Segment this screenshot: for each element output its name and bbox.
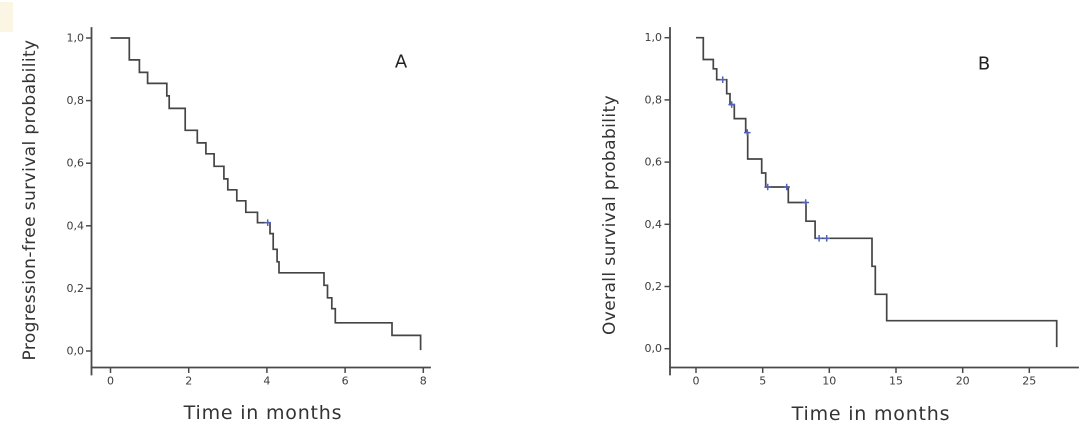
censor-mark-B bbox=[744, 129, 751, 136]
censor-mark-B bbox=[783, 183, 790, 191]
survival-curve-A bbox=[110, 37, 422, 351]
y-tick-label-B: 0,4 bbox=[645, 218, 663, 231]
censor-mark-A bbox=[264, 219, 271, 226]
panel-a-letter: A bbox=[394, 51, 408, 73]
y-tick-label-B: 0,0 bbox=[645, 342, 663, 355]
y-tick-label-A: 0,0 bbox=[67, 345, 85, 358]
censor-mark-B bbox=[802, 199, 809, 206]
y-tick-label-B: 0,6 bbox=[645, 156, 663, 169]
panel-b-letter: B bbox=[977, 53, 991, 75]
x-tick-label-B: 25 bbox=[1022, 375, 1036, 388]
censor-mark-B bbox=[719, 76, 726, 83]
x-tick-label-B: 5 bbox=[759, 375, 766, 388]
x-tick-label-B: 10 bbox=[822, 375, 836, 388]
y-tick-label-A: 0,4 bbox=[67, 219, 85, 232]
survival-curve-B bbox=[696, 36, 1058, 348]
panel-a-y-axis-title: Progression-free survival probability bbox=[20, 39, 40, 361]
panel-b-x-axis-title: Time in months bbox=[791, 403, 951, 425]
y-tick-label-A: 0,2 bbox=[67, 282, 85, 295]
scan-artifact bbox=[0, 2, 13, 32]
y-tick-label-B: 0,2 bbox=[645, 280, 663, 293]
y-tick-label-B: 1,0 bbox=[645, 31, 663, 44]
x-tick-label-B: 15 bbox=[889, 375, 903, 388]
x-tick-label-B: 20 bbox=[956, 375, 970, 388]
x-tick-label-A: 8 bbox=[420, 375, 427, 388]
censor-mark-B bbox=[764, 183, 771, 191]
x-tick-label-A: 2 bbox=[185, 375, 192, 388]
panel-a-x-axis-title: Time in months bbox=[183, 402, 343, 424]
x-tick-label-A: 0 bbox=[107, 375, 114, 388]
censor-mark-B bbox=[815, 235, 823, 242]
censor-mark-B bbox=[823, 235, 830, 242]
y-tick-label-A: 1,0 bbox=[67, 32, 85, 45]
censor-mark-B bbox=[728, 101, 735, 108]
y-tick-label-A: 0,6 bbox=[67, 157, 85, 170]
y-tick-label-B: 0,8 bbox=[645, 93, 663, 106]
x-tick-label-A: 4 bbox=[263, 375, 270, 388]
x-tick-label-B: 0 bbox=[693, 375, 700, 388]
y-tick-label-A: 0,8 bbox=[67, 94, 85, 107]
panel-b-y-axis-title: Overall survival probability bbox=[600, 94, 620, 336]
x-tick-label-A: 6 bbox=[342, 375, 349, 388]
